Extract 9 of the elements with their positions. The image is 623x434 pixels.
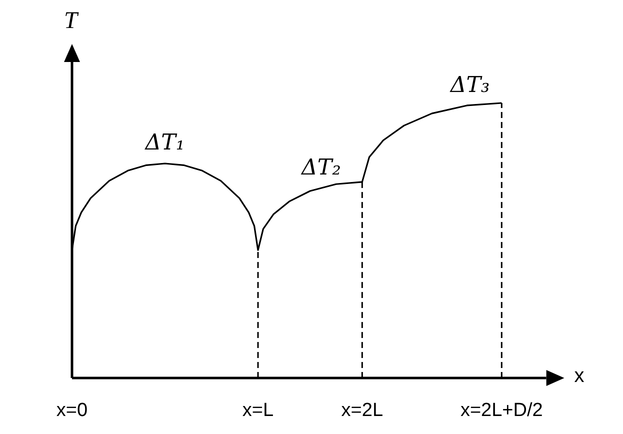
x-tick-label: x=2L	[341, 400, 384, 421]
annotation: ΔT₂	[300, 155, 341, 180]
x-axis-title: x	[574, 365, 584, 387]
x-tick-label: x=2L+D/2	[460, 400, 543, 421]
y-axis-title: T	[64, 8, 79, 34]
x-tick-label: x=L	[242, 400, 274, 421]
x-tick-label: x=0	[56, 400, 88, 421]
annotation: ΔT₁	[144, 130, 185, 156]
annotation: ΔT₃	[449, 72, 490, 98]
